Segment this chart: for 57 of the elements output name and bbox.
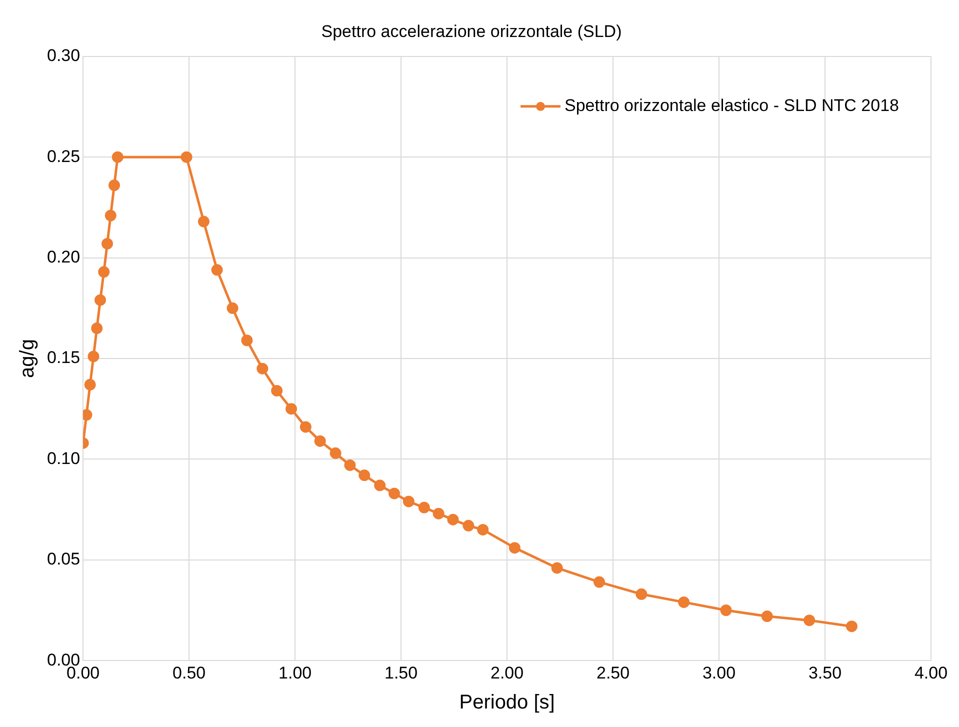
point bbox=[94, 294, 106, 306]
point bbox=[432, 508, 444, 520]
point bbox=[102, 238, 114, 250]
point bbox=[211, 264, 223, 276]
point bbox=[256, 362, 268, 374]
point bbox=[300, 421, 312, 433]
point bbox=[108, 180, 120, 192]
point bbox=[447, 514, 459, 526]
chart-title: Spettro accelerazione orizzontale (SLD) bbox=[321, 22, 622, 41]
point bbox=[88, 350, 100, 362]
point bbox=[104, 210, 116, 222]
point bbox=[804, 614, 816, 626]
point bbox=[226, 302, 238, 314]
x-tick-label: 2.50 bbox=[596, 663, 630, 682]
point bbox=[402, 496, 414, 508]
point bbox=[846, 620, 858, 632]
point bbox=[180, 151, 192, 163]
x-tick-label: 3.50 bbox=[808, 663, 842, 682]
point bbox=[91, 322, 103, 334]
y-tick-label: 0.30 bbox=[46, 46, 80, 66]
point bbox=[636, 588, 648, 600]
point bbox=[678, 596, 690, 608]
y-tick-label: 0.05 bbox=[46, 550, 80, 569]
point bbox=[720, 604, 732, 616]
x-axis-title: Periodo [s] bbox=[459, 692, 555, 714]
point bbox=[462, 520, 474, 532]
x-tick-label: 0.50 bbox=[172, 663, 206, 682]
y-tick-label: 0.25 bbox=[46, 146, 80, 166]
point bbox=[761, 610, 773, 622]
point bbox=[112, 151, 124, 163]
point bbox=[271, 384, 283, 396]
point bbox=[330, 447, 342, 459]
point bbox=[286, 403, 297, 415]
point bbox=[241, 334, 253, 346]
y-tick-label: 0.15 bbox=[46, 348, 80, 368]
x-tick-label: 1.50 bbox=[384, 663, 418, 682]
point bbox=[198, 216, 210, 228]
point bbox=[551, 562, 563, 574]
point bbox=[477, 524, 489, 536]
point bbox=[374, 480, 386, 492]
point bbox=[418, 502, 430, 514]
y-tick-label: 0.10 bbox=[46, 448, 80, 468]
x-tick-label: 2.00 bbox=[490, 663, 524, 682]
y-axis-title: ag/g bbox=[16, 339, 39, 378]
point bbox=[314, 435, 326, 447]
point bbox=[594, 576, 606, 588]
x-tick-label: 1.00 bbox=[278, 663, 312, 682]
point bbox=[388, 488, 400, 500]
point bbox=[508, 542, 520, 554]
legend-label: Spettro orizzontale elastico - SLD NTC 2018 bbox=[564, 96, 900, 116]
y-tick-label: 0.20 bbox=[46, 247, 80, 266]
x-tick-label: 3.00 bbox=[702, 663, 736, 682]
point bbox=[358, 470, 370, 482]
point bbox=[344, 459, 356, 471]
point bbox=[84, 378, 96, 390]
x-tick-label: 4.00 bbox=[914, 663, 948, 682]
point bbox=[98, 266, 110, 278]
